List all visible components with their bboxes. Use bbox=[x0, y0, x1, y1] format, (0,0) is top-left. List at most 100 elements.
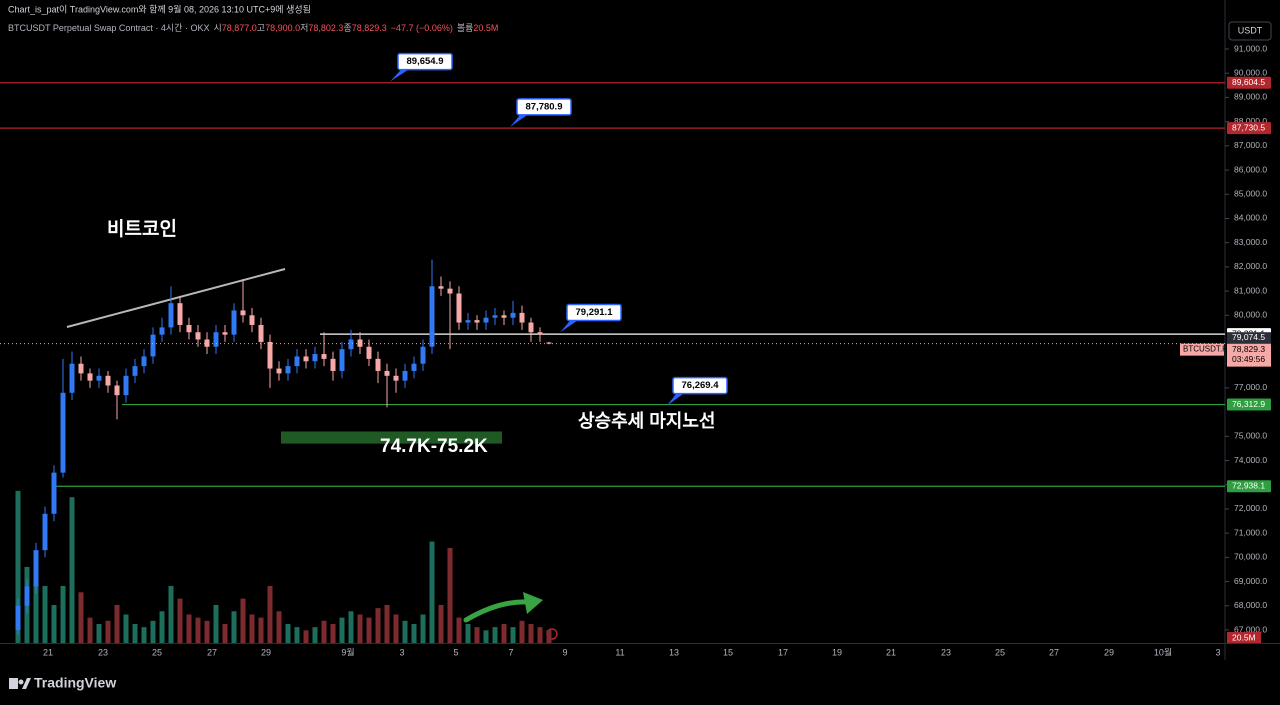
candle-body bbox=[114, 385, 120, 396]
x-tick-label: 9월 bbox=[341, 646, 354, 657]
volume-bar bbox=[438, 604, 444, 643]
volume-bar bbox=[60, 585, 66, 643]
volume-bar bbox=[195, 617, 201, 643]
candle-body bbox=[123, 375, 129, 396]
volume-bar bbox=[384, 604, 390, 643]
legend-part: 78,829.3 bbox=[352, 23, 387, 33]
legend-part: 20.5M bbox=[473, 23, 498, 33]
candle-body bbox=[492, 315, 498, 318]
x-tick-label: 11 bbox=[615, 647, 624, 657]
arrow bbox=[463, 599, 533, 623]
candle-body bbox=[60, 392, 66, 473]
currency[interactable]: USDT bbox=[1238, 25, 1263, 35]
volume-bar bbox=[15, 490, 21, 643]
legend-part: −47.7 (−0.06%) bbox=[391, 23, 453, 33]
volume-bar bbox=[123, 614, 129, 643]
candle-body bbox=[438, 286, 444, 289]
candle-body bbox=[33, 550, 39, 587]
volume-bar bbox=[96, 623, 102, 643]
y-tick-label: 82,000.0 bbox=[1234, 261, 1267, 271]
candle-body bbox=[366, 346, 372, 359]
volume-bar bbox=[258, 617, 264, 643]
y-tick-label: 75,000.0 bbox=[1234, 431, 1267, 441]
y-tick-label: 68,000.0 bbox=[1234, 600, 1267, 610]
x-tick-label: 7 bbox=[508, 647, 513, 657]
candle-body bbox=[105, 375, 111, 386]
x-tick-label: 27 bbox=[1049, 647, 1059, 657]
legend-part: 볼륨 bbox=[457, 23, 474, 33]
x-tick-label: 21 bbox=[886, 647, 896, 657]
candle-body bbox=[393, 375, 399, 381]
candle-body bbox=[546, 342, 552, 344]
x-tick-label: 17 bbox=[778, 647, 788, 657]
y-tick-label: 86,000.0 bbox=[1234, 164, 1267, 174]
y-tick-label: 88,000.0 bbox=[1234, 116, 1267, 126]
brand: TradingView bbox=[34, 675, 116, 691]
volume-bar bbox=[456, 617, 462, 643]
x-tick-label: 3 bbox=[399, 647, 404, 657]
callout-pointer bbox=[510, 113, 529, 127]
candle-body bbox=[294, 356, 300, 367]
candle-body bbox=[429, 286, 435, 347]
volume-bar bbox=[429, 541, 435, 643]
legend-part: 시 bbox=[213, 23, 221, 33]
symbol-label: BTCUSDT.P bbox=[1183, 345, 1227, 354]
volume-bar bbox=[447, 547, 453, 643]
x-tick-label: 13 bbox=[669, 647, 679, 657]
countdown: 03:49:56 bbox=[1232, 354, 1265, 364]
legend-part: 종 bbox=[343, 23, 351, 33]
volume-bar bbox=[42, 585, 48, 643]
currency-button[interactable] bbox=[1228, 21, 1272, 41]
y-tick-label: 67,000.0 bbox=[1234, 624, 1267, 634]
caption: Chart_is_pat이 TradingView.com와 함께 9월 08,… bbox=[8, 3, 311, 14]
volume-bar bbox=[159, 611, 165, 643]
zone-label: 74.7K-75.2K bbox=[380, 436, 488, 457]
volume-bar bbox=[519, 620, 525, 643]
volume-bar bbox=[213, 604, 219, 643]
candle-body bbox=[411, 363, 417, 371]
x-tick-label: 9 bbox=[562, 647, 567, 657]
callout-label: 79,291.1 bbox=[576, 307, 614, 318]
level-label: 76,312.9 bbox=[1232, 399, 1265, 409]
y-tick-label: 70,000.0 bbox=[1234, 552, 1267, 562]
candle-body bbox=[249, 315, 255, 325]
annotation: 비트코인 bbox=[107, 218, 177, 240]
candle-body bbox=[51, 472, 57, 514]
candle-body bbox=[24, 586, 30, 606]
candle-body bbox=[501, 315, 507, 318]
x-tick-label: 3 bbox=[1215, 647, 1220, 657]
x-tick-label: 19 bbox=[832, 647, 842, 657]
y-tick-label: 90,000.0 bbox=[1234, 67, 1267, 77]
candle-body bbox=[447, 288, 453, 294]
y-tick-label: 77,000.0 bbox=[1234, 382, 1267, 392]
x-tick-label: 25 bbox=[995, 647, 1005, 657]
volume-bar bbox=[51, 604, 57, 643]
level-label: 89,604.5 bbox=[1232, 77, 1265, 87]
candle-body bbox=[483, 317, 489, 323]
last-price-label: 78,829.3 bbox=[1232, 344, 1265, 354]
arrow-head bbox=[523, 592, 543, 614]
volume-bar bbox=[330, 623, 336, 643]
volume-bar bbox=[150, 620, 156, 643]
x-tick-label: 23 bbox=[941, 647, 951, 657]
level-tag bbox=[1227, 76, 1271, 89]
y-tick-label: 91,000.0 bbox=[1234, 43, 1267, 53]
y-tick-label: 89,000.0 bbox=[1234, 92, 1267, 102]
candle-body bbox=[384, 370, 390, 376]
volume-bar bbox=[465, 623, 471, 643]
x-tick-label: 29 bbox=[1104, 647, 1114, 657]
candle-body bbox=[159, 327, 165, 335]
volume-bar bbox=[411, 623, 417, 643]
candle-body bbox=[213, 332, 219, 347]
y-tick-label: 80,000.0 bbox=[1234, 310, 1267, 320]
callout-box bbox=[672, 376, 728, 395]
candle-body bbox=[69, 363, 75, 393]
y-tick-label: 72,000.0 bbox=[1234, 503, 1267, 513]
level-tag bbox=[1227, 398, 1271, 411]
volume-bar bbox=[132, 623, 138, 643]
volume-bar bbox=[492, 627, 498, 643]
callout-label: 87,780.9 bbox=[526, 101, 563, 112]
volume-bar bbox=[240, 598, 246, 643]
volume-bar bbox=[528, 623, 534, 643]
legend-part: 저 bbox=[300, 23, 308, 33]
